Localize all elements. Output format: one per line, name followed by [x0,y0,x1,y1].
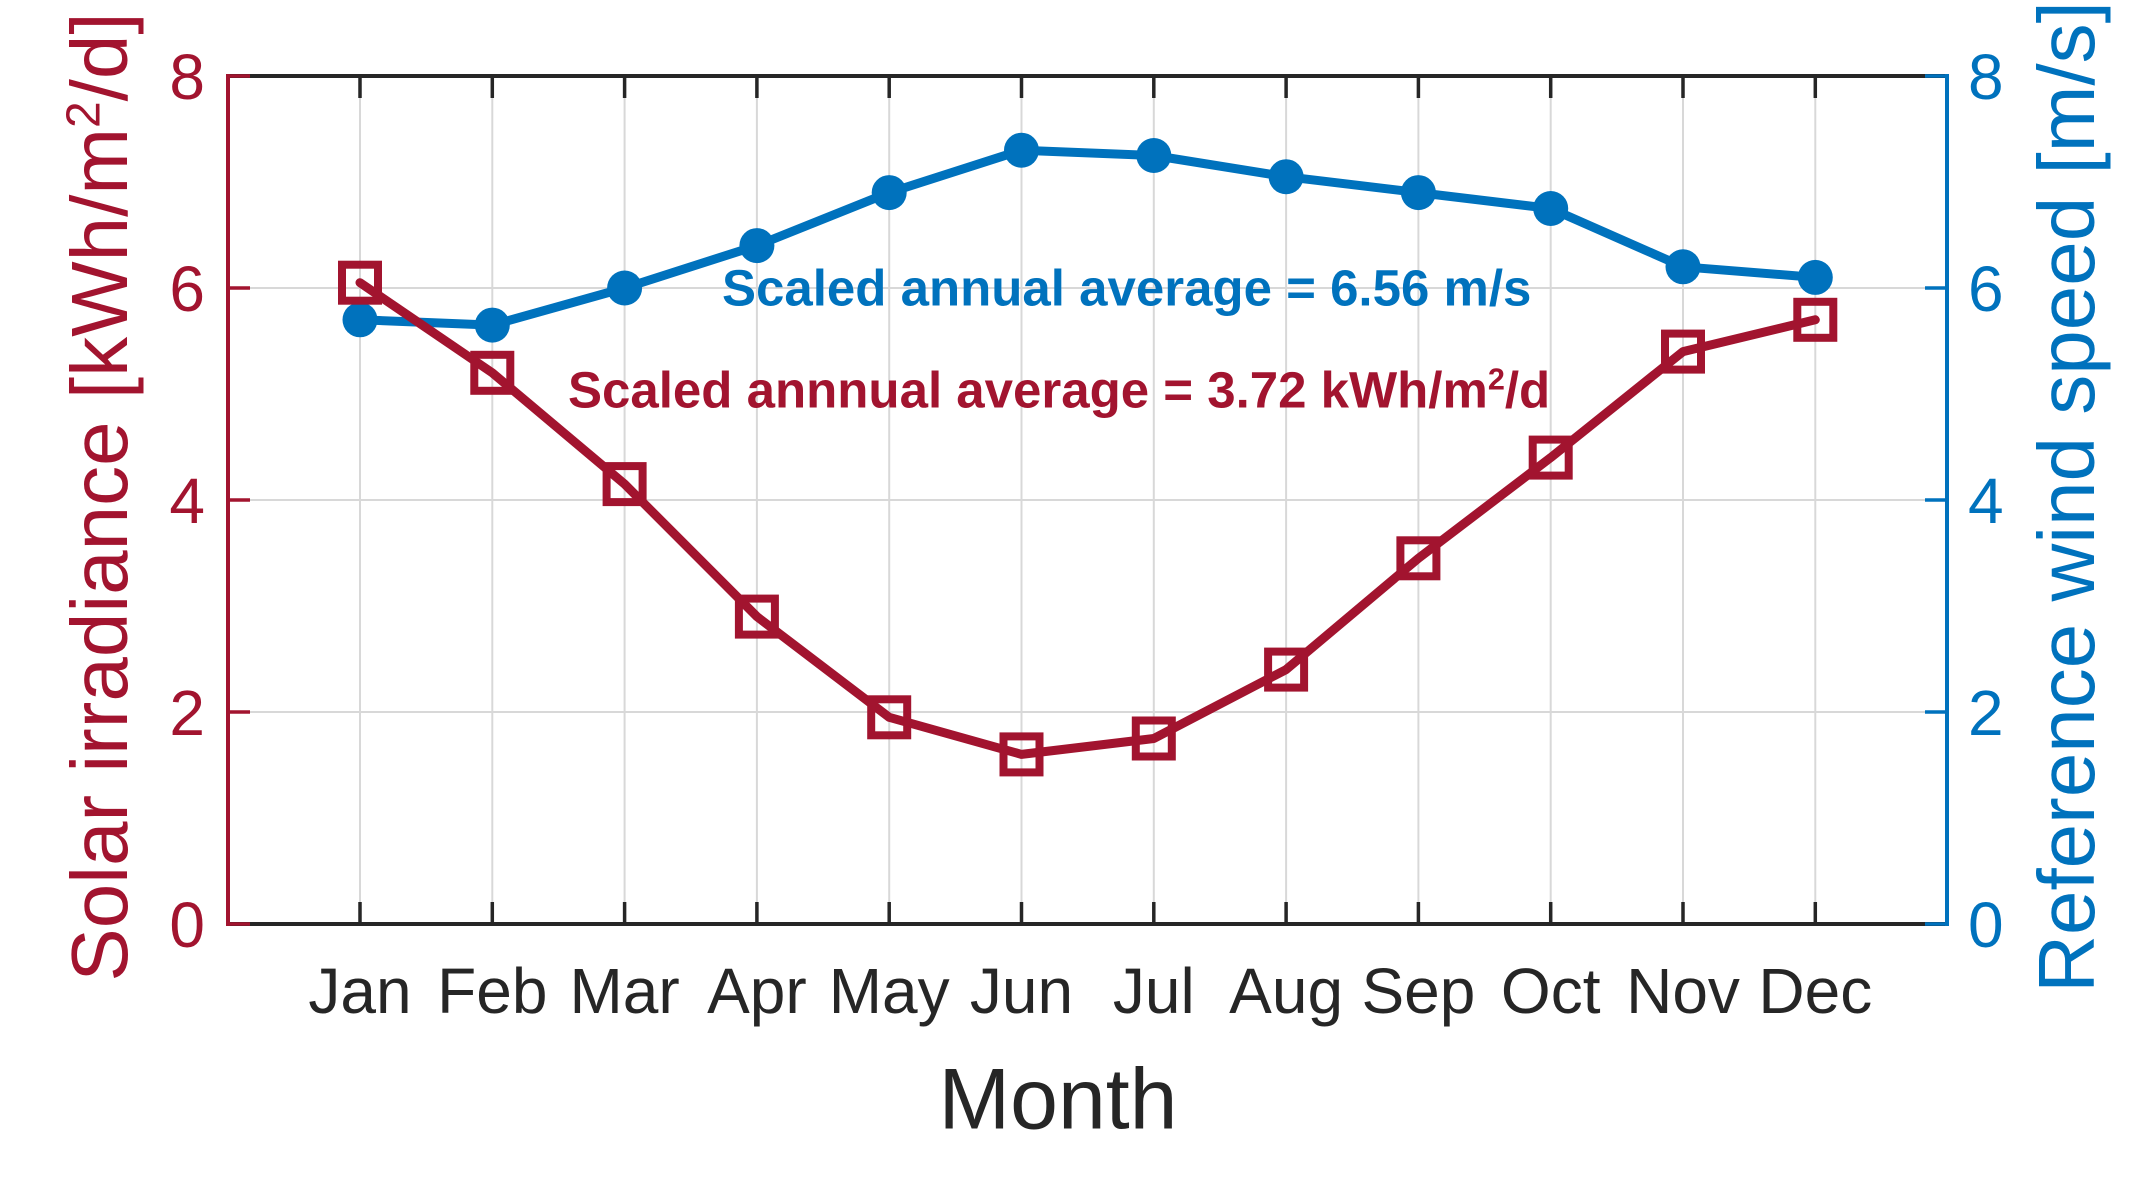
x-axis-label: Month [938,1051,1178,1148]
wind-marker [1665,249,1701,285]
left-y-axis-label-sup: 2 [57,101,111,129]
wind-marker [342,302,378,338]
solar-marker [602,462,647,507]
wind-marker [1004,132,1039,168]
wind-marker [1400,175,1436,211]
y-tick-label-right: 4 [1968,465,2004,537]
y-tick-label-left: 2 [169,677,205,749]
solar-average-annotation-suffix: /d [1504,361,1551,419]
x-tick-label: Jul [1113,955,1195,1027]
wind-marker [1533,191,1569,226]
left-y-axis-label: Solar irradiance [kWh/m2/d] [55,12,144,981]
y-tick-label-right: 6 [1968,253,2004,325]
solar-average-annotation: Scaled annnual average = 3.72 kWh/m2/d [568,361,1551,419]
y-tick-label-left: 8 [169,41,205,113]
left-y-axis-label-suffix: /d] [55,12,144,102]
solar-marker [1793,297,1838,342]
y-tick-label-right: 2 [1968,677,2004,749]
x-tick-label: Mar [569,955,679,1027]
wind-marker [1268,159,1304,195]
solar-average-annotation-sup: 2 [1487,362,1505,397]
solar-average-annotation-text: Scaled annnual average = 3.72 kWh/m [568,361,1488,419]
x-tick-label: Jun [970,955,1073,1027]
wind-marker [607,270,643,306]
x-tick-label: Aug [1229,955,1343,1027]
y-tick-label-left: 6 [169,253,205,325]
x-tick-label: Nov [1626,955,1740,1027]
x-tick-label: Jan [308,955,411,1027]
right-y-axis-label: Reference wind speed [m/s] [2022,1,2111,993]
wind-marker [871,175,907,211]
left-y-axis-label-text: Solar irradiance [kWh/m [55,128,144,982]
solar-marker [867,695,912,740]
y-tick-label-right: 8 [1968,41,2004,113]
wind-marker [1797,259,1833,295]
wind-marker [739,228,775,264]
wind-marker [474,307,510,343]
reference-wind-speed-line [355,145,1820,330]
solar-marker [1661,329,1705,374]
solar-marker [470,350,515,395]
solar-marker [1131,716,1176,761]
y-tick-label-left: 0 [169,889,205,961]
solar-marker [734,594,779,639]
solar-marker [1396,536,1441,581]
wind-marker [1136,138,1172,173]
solar-marker [338,260,382,305]
x-tick-label: Oct [1501,955,1601,1027]
x-tick-label: Apr [707,955,807,1027]
x-tick-label: Dec [1758,955,1872,1027]
x-tick-label: Feb [437,955,547,1027]
wind-average-annotation: Scaled annual average = 6.56 m/s [722,259,1532,317]
solar-marker [1528,435,1573,480]
solar-irradiance-line [355,278,1820,759]
solar-marker [1264,647,1309,692]
x-tick-label: Sep [1361,955,1475,1027]
y-tick-label-right: 0 [1968,889,2004,961]
solar-marker [999,732,1044,777]
y-tick-label-left: 4 [169,465,205,537]
x-tick-label: May [829,955,950,1027]
